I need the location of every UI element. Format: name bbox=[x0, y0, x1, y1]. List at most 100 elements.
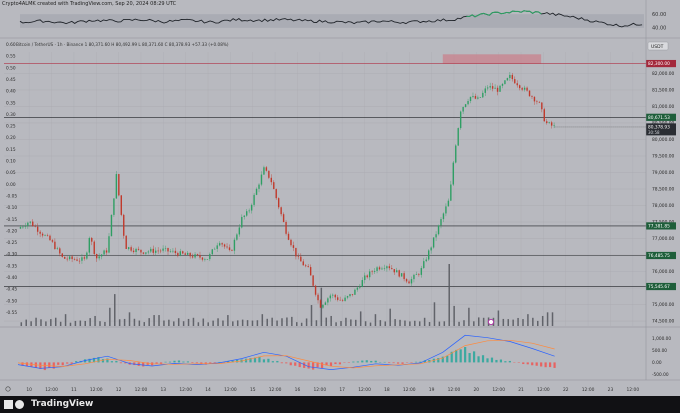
volume-bar bbox=[355, 319, 357, 326]
volume-bar bbox=[128, 312, 131, 326]
macd-line bbox=[17, 334, 555, 370]
candle-body bbox=[19, 227, 22, 229]
volume-bar bbox=[522, 319, 524, 326]
candle-body bbox=[329, 295, 332, 299]
macd-histogram-bar bbox=[276, 360, 279, 363]
candle-body bbox=[518, 85, 521, 89]
macd-histogram-bar bbox=[361, 360, 364, 363]
timezone-icon[interactable] bbox=[5, 386, 11, 392]
macd-histogram-bar bbox=[312, 362, 315, 370]
candle-body bbox=[381, 268, 383, 270]
macd-histogram-bar bbox=[267, 358, 270, 363]
left-scale-tick: 0.50 bbox=[6, 65, 16, 71]
left-scale-tick: -0.40 bbox=[6, 275, 17, 281]
volume-bar bbox=[158, 315, 160, 326]
macd-histogram-bar bbox=[110, 361, 113, 363]
macd-histogram-bar bbox=[388, 362, 391, 364]
price-tick-label: 74,500.00 bbox=[652, 319, 675, 325]
candle-body bbox=[452, 162, 454, 185]
candle-body bbox=[68, 256, 71, 260]
volume-bar bbox=[448, 264, 450, 326]
left-scale-tick: 0.60 bbox=[6, 42, 16, 48]
candle-body bbox=[95, 253, 98, 259]
candle-body bbox=[189, 252, 191, 257]
level-price-label: 80,671.53 bbox=[648, 115, 670, 121]
candle-body bbox=[356, 287, 359, 290]
rsi-tick-label: 60.00 bbox=[652, 12, 666, 18]
candle-body bbox=[366, 275, 368, 278]
macd-histogram-bar bbox=[356, 361, 359, 363]
volume-bar bbox=[497, 310, 500, 326]
candle-body bbox=[275, 189, 277, 199]
volume-bar bbox=[89, 318, 91, 326]
volume-bar bbox=[418, 321, 421, 326]
volume-bar bbox=[502, 318, 505, 326]
candle-body bbox=[91, 237, 93, 242]
volume-bar bbox=[295, 322, 298, 326]
time-axis-label: 12:00 bbox=[90, 387, 103, 393]
candle-body bbox=[423, 261, 425, 269]
candle-body bbox=[177, 253, 179, 256]
volume-bar bbox=[197, 322, 200, 326]
macd-histogram-bar bbox=[401, 362, 404, 364]
candle-body bbox=[147, 251, 150, 253]
candle-body bbox=[536, 101, 538, 102]
volume-bar bbox=[537, 320, 539, 326]
candle-body bbox=[462, 106, 464, 112]
macd-histogram-bar bbox=[455, 349, 458, 363]
candle-body bbox=[258, 184, 260, 189]
volume-bar bbox=[143, 322, 146, 326]
volume-bar bbox=[409, 321, 411, 326]
candle-body bbox=[368, 271, 371, 278]
candle-body bbox=[319, 300, 322, 308]
candle-body bbox=[445, 206, 447, 214]
settings-dot-icon[interactable] bbox=[487, 318, 495, 326]
tradingview-logo[interactable]: TradingView bbox=[4, 398, 93, 410]
left-scale-tick: -0.20 bbox=[6, 228, 17, 234]
macd-histogram-bar bbox=[285, 362, 288, 364]
candle-body bbox=[285, 222, 287, 234]
candle-body bbox=[282, 214, 285, 223]
candle-body bbox=[484, 88, 486, 93]
volume-bar bbox=[428, 322, 431, 326]
candle-body bbox=[533, 96, 536, 102]
candle-body bbox=[34, 226, 36, 227]
volume-bar bbox=[99, 321, 101, 326]
candle-body bbox=[179, 251, 182, 256]
macd-histogram-bar bbox=[209, 362, 212, 364]
candle-body bbox=[400, 273, 403, 277]
time-axis[interactable]: 10 12:00 11 12:00 12 12:00 13 12:00 14 12:00 15 12:… bbox=[26, 387, 639, 393]
price-tick-label: 81,500.00 bbox=[652, 88, 675, 94]
macd-histogram-bar bbox=[101, 359, 105, 363]
candle-body bbox=[514, 79, 516, 84]
volume-bar bbox=[109, 307, 111, 326]
candle-body bbox=[332, 294, 334, 296]
candle-body bbox=[467, 101, 469, 105]
candle-body bbox=[440, 219, 442, 226]
candle-body bbox=[398, 270, 400, 277]
volume-bar bbox=[114, 294, 116, 326]
volume-bar bbox=[246, 320, 249, 326]
time-axis-label: 20 bbox=[474, 387, 480, 393]
volume-bar bbox=[517, 317, 519, 326]
candle-body bbox=[113, 198, 115, 215]
price-tick-label: 75,000.00 bbox=[652, 302, 675, 308]
candle-body bbox=[71, 256, 73, 260]
candle-body bbox=[270, 177, 273, 183]
candle-body bbox=[339, 299, 341, 301]
volume-bar bbox=[59, 321, 62, 326]
macd-histogram-bar bbox=[106, 358, 109, 363]
time-axis-label: 12:00 bbox=[626, 387, 639, 393]
macd-histogram-bar bbox=[244, 358, 248, 363]
candle-body bbox=[509, 74, 511, 79]
volume-bar bbox=[271, 317, 273, 326]
volume-bar bbox=[54, 317, 57, 326]
volume-bar bbox=[394, 319, 396, 326]
candle-body bbox=[314, 285, 317, 295]
candle-body bbox=[140, 249, 142, 253]
volume-bar bbox=[404, 320, 406, 326]
volume-bar bbox=[232, 321, 234, 326]
candle-body bbox=[137, 248, 140, 250]
volume-bar bbox=[286, 317, 288, 326]
chart-canvas[interactable]: 60.00 40.00 0.60 0.55 0.50 0.45 0.40 0.35 0.30… bbox=[0, 0, 680, 396]
